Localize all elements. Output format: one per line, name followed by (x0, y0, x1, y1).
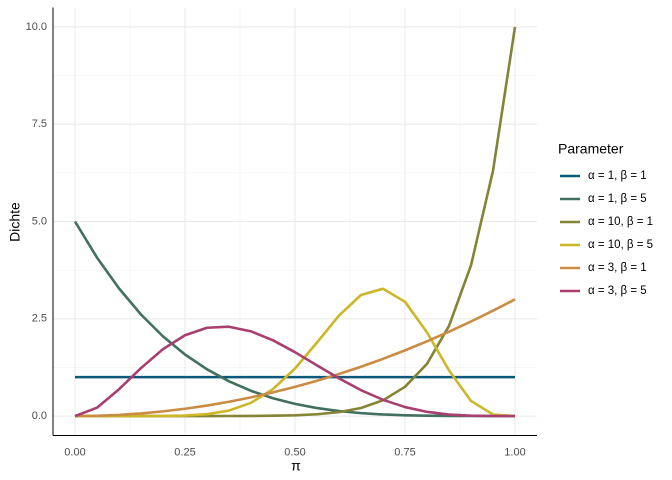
legend-label: α = 10, β = 1 (588, 216, 653, 228)
legend-label: α = 1, β = 5 (588, 193, 647, 205)
legend-label: α = 3, β = 1 (588, 262, 647, 274)
x-axis-label: π (291, 458, 301, 474)
y-tick-label: 7.5 (32, 118, 47, 130)
y-axis-label: Dichte (7, 202, 23, 242)
x-tick-label: 0.00 (64, 446, 85, 458)
line (73, 220, 515, 418)
y-tick-label: 5.0 (32, 215, 47, 227)
y-tick-label: 10.0 (26, 21, 47, 33)
x-tick-label: 0.50 (284, 446, 305, 458)
x-tick-label: 0.25 (174, 446, 195, 458)
line (74, 298, 516, 418)
y-tick-label: 2.5 (32, 313, 47, 325)
line (75, 287, 516, 418)
legend-title: Parameter (558, 141, 624, 157)
legend-label: α = 10, β = 5 (588, 239, 653, 251)
legend-label: α = 3, β = 5 (588, 285, 647, 297)
x-tick-label: 1.00 (504, 446, 525, 458)
line (74, 325, 516, 418)
x-tick-label: 0.75 (394, 446, 415, 458)
legend-label: α = 1, β = 1 (588, 170, 647, 182)
y-tick-label: 0.0 (32, 410, 47, 422)
